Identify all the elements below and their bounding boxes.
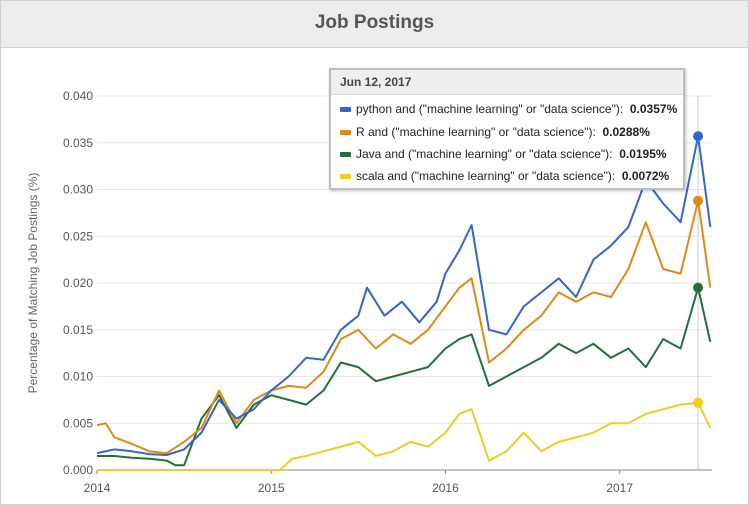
tooltip-value: 0.0288% xyxy=(602,125,650,139)
r-series-line xyxy=(96,199,712,455)
x-tick-label: 2017 xyxy=(606,481,633,495)
tooltip-date: Jun 12, 2017 xyxy=(340,75,412,89)
swatch-r xyxy=(340,130,351,136)
y-tick-label: 0.030 xyxy=(63,183,93,197)
tooltip-row-r: R and ("machine learning" or "data scien… xyxy=(340,125,650,141)
y-tick-label: 0.040 xyxy=(63,89,93,103)
y-tick-label: 0.010 xyxy=(63,370,93,384)
y-tick-label: 0.005 xyxy=(63,416,93,430)
tooltip-value: 0.0072% xyxy=(621,169,670,183)
x-tick-label: 2016 xyxy=(432,481,459,495)
panel-header: Job Postings xyxy=(1,1,748,48)
r-hover-point xyxy=(693,195,704,206)
hover-tooltip: Jun 12, 2017 python and ("machine learni… xyxy=(329,68,685,190)
swatch-java xyxy=(340,152,351,158)
panel-title: Job Postings xyxy=(314,12,435,33)
y-tick-label: 0.025 xyxy=(63,229,93,243)
y-tick-label: 0.020 xyxy=(63,276,93,290)
tooltip-row-java: Java and ("machine learning" or "data sc… xyxy=(340,147,667,163)
y-tick-label: 0.035 xyxy=(63,136,93,150)
x-tick-label: 2015 xyxy=(258,481,285,495)
y-tick-label: 0.015 xyxy=(63,323,93,337)
tooltip-row-python: python and ("machine learning" or "data … xyxy=(340,102,677,118)
tooltip-label: python and ("machine learning" or "data … xyxy=(356,102,624,116)
tooltip-row-scala: scala and ("machine learning" or "data s… xyxy=(340,169,669,185)
tooltip-label: R and ("machine learning" or "data scien… xyxy=(356,125,596,139)
scala-hover-point xyxy=(693,397,704,408)
tooltip-label: scala and ("machine learning" or "data s… xyxy=(356,169,616,183)
scala-series-line xyxy=(97,401,712,471)
swatch-scala xyxy=(340,174,351,180)
tooltip-value: 0.0357% xyxy=(629,102,678,116)
x-tick-label: 2014 xyxy=(84,481,111,495)
swatch-python xyxy=(340,107,351,113)
tooltip-value: 0.0195% xyxy=(619,147,667,161)
y-tick-label: 0.000 xyxy=(63,463,93,477)
tooltip-date-header: Jun 12, 2017 xyxy=(331,70,683,95)
y-axis-label: Percentage of Matching Job Postings (%) xyxy=(26,173,40,394)
java-series-line xyxy=(97,286,712,467)
python-series-line xyxy=(96,135,712,456)
tooltip-label: Java and ("machine learning" or "data sc… xyxy=(356,147,613,161)
python-hover-point xyxy=(693,131,704,142)
java-hover-point xyxy=(693,282,704,293)
